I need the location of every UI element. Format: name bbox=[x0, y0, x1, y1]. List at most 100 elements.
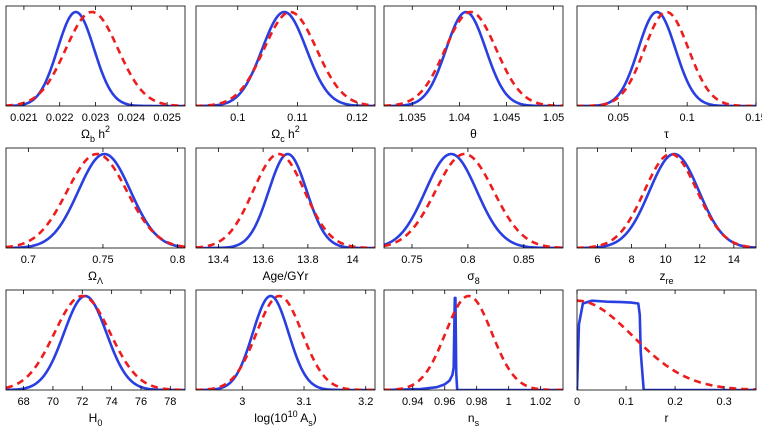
curves-n_s bbox=[384, 294, 563, 390]
panel-age: 13.4 13.6 13.8 14 Age/GYr bbox=[195, 147, 376, 283]
x-axis-label-omega_b: Ωb h2 bbox=[81, 124, 110, 144]
axes-frame-theta bbox=[383, 5, 564, 107]
x-tick-label-age: 13.4 bbox=[208, 254, 229, 266]
panel-sigma8: 0.75 0.8 0.85 σ8 bbox=[383, 147, 564, 286]
x-tick-label-r: 0.3 bbox=[716, 396, 731, 408]
x-tick-label-h0: 76 bbox=[135, 396, 147, 408]
posterior-line-omega_lambda bbox=[6, 152, 185, 248]
mean-likelihood-line-omega_b bbox=[6, 10, 185, 106]
mean-likelihood-line-n_s bbox=[384, 294, 563, 390]
x-tick-label-theta: 1.04 bbox=[449, 112, 470, 124]
axes-frame-age bbox=[195, 147, 376, 249]
x-tick-label-omega_b: 0.024 bbox=[118, 112, 146, 124]
x-tick-label-sigma8: 0.75 bbox=[401, 254, 422, 266]
x-tick-label-theta: 1.045 bbox=[493, 112, 521, 124]
mean-likelihood-line-r bbox=[577, 299, 756, 390]
panel-z_re: 6 8 10 12 14 zre bbox=[576, 147, 757, 286]
axes-frame-tau bbox=[576, 5, 757, 107]
x-tick-label-omega_c: 0.1 bbox=[230, 112, 245, 124]
x-tick-label-theta: 1.05 bbox=[543, 112, 564, 124]
x-tick-label-log_as: 3.2 bbox=[358, 396, 373, 408]
posterior-line-h0 bbox=[6, 294, 185, 390]
posterior-line-omega_c bbox=[196, 10, 375, 106]
axes-frame-n_s bbox=[383, 289, 564, 391]
x-axis-label-theta: θ bbox=[470, 127, 477, 141]
x-tick-label-n_s: 1 bbox=[506, 396, 512, 408]
axes-frame-log_as bbox=[195, 289, 376, 391]
axes-frame-omega_c bbox=[195, 5, 376, 107]
x-axis-label-h0: H0 bbox=[89, 411, 103, 428]
x-tick-label-omega_b: 0.025 bbox=[153, 112, 181, 124]
posterior-line-sigma8 bbox=[384, 152, 563, 248]
curves-age bbox=[196, 152, 375, 248]
panel-log_as: 3 3.1 3.2 log(1010 As) bbox=[195, 289, 376, 428]
x-tick-label-h0: 70 bbox=[47, 396, 59, 408]
x-tick-label-tau: 0.1 bbox=[680, 112, 695, 124]
x-tick-label-z_re: 14 bbox=[728, 254, 740, 266]
x-tick-label-n_s: 1.02 bbox=[530, 396, 551, 408]
x-tick-label-omega_lambda: 0.75 bbox=[92, 254, 113, 266]
mean-likelihood-line-omega_c bbox=[196, 10, 375, 106]
x-axis-label-n_s: ns bbox=[468, 411, 480, 428]
x-tick-label-n_s: 0.94 bbox=[402, 396, 423, 408]
mean-likelihood-line-h0 bbox=[6, 294, 185, 390]
x-tick-label-omega_lambda: 0.8 bbox=[170, 254, 185, 266]
x-tick-label-z_re: 8 bbox=[628, 254, 634, 266]
x-tick-label-omega_c: 0.12 bbox=[346, 112, 367, 124]
x-tick-label-theta: 1.035 bbox=[398, 112, 426, 124]
x-tick-label-r: 0 bbox=[574, 396, 580, 408]
x-tick-label-r: 0.1 bbox=[618, 396, 633, 408]
panel-omega_lambda: 0.7 0.75 0.8 ΩΛ bbox=[5, 147, 186, 286]
mean-likelihood-line-tau bbox=[577, 10, 756, 106]
curves-omega_lambda bbox=[6, 152, 185, 248]
x-tick-label-tau: 0.15 bbox=[745, 112, 762, 124]
posterior-line-z_re bbox=[577, 152, 756, 248]
x-tick-label-sigma8: 0.8 bbox=[460, 254, 475, 266]
x-axis-label-omega_c: Ωc h2 bbox=[271, 124, 300, 144]
x-tick-label-h0: 74 bbox=[106, 396, 118, 408]
x-tick-label-tau: 0.05 bbox=[608, 112, 629, 124]
x-tick-label-z_re: 10 bbox=[660, 254, 672, 266]
x-tick-label-omega_lambda: 0.7 bbox=[21, 254, 36, 266]
posterior-line-age bbox=[196, 152, 375, 248]
axes-frame-h0 bbox=[5, 289, 186, 391]
panel-omega_c: 0.1 0.11 0.12 Ωc h2 bbox=[195, 5, 376, 144]
posterior-line-tau bbox=[577, 10, 756, 106]
panel-omega_b: 0.021 0.022 0.023 0.024 0.025 Ωb h2 bbox=[5, 5, 186, 144]
axes-frame-z_re bbox=[576, 147, 757, 249]
x-tick-label-h0: 68 bbox=[17, 396, 29, 408]
posterior-line-log_as bbox=[196, 294, 375, 390]
x-tick-label-age: 13.6 bbox=[252, 254, 273, 266]
x-tick-label-age: 13.8 bbox=[297, 254, 318, 266]
x-tick-label-z_re: 12 bbox=[694, 254, 706, 266]
axes-frame-omega_lambda bbox=[5, 147, 186, 249]
x-axis-label-tau: τ bbox=[664, 127, 669, 141]
curves-tau bbox=[577, 10, 756, 106]
mean-likelihood-line-sigma8 bbox=[384, 152, 563, 248]
curves-omega_b bbox=[6, 10, 185, 106]
panel-theta: 1.035 1.04 1.045 1.05 θ bbox=[383, 5, 564, 141]
curves-theta bbox=[384, 10, 563, 106]
curves-z_re bbox=[577, 152, 756, 248]
x-tick-label-h0: 72 bbox=[76, 396, 88, 408]
x-tick-label-n_s: 0.96 bbox=[434, 396, 455, 408]
mean-likelihood-line-theta bbox=[384, 10, 563, 106]
x-tick-label-sigma8: 0.85 bbox=[513, 254, 534, 266]
axes-frame-sigma8 bbox=[383, 147, 564, 249]
curves-sigma8 bbox=[384, 152, 563, 248]
x-tick-label-r: 0.2 bbox=[667, 396, 682, 408]
curves-log_as bbox=[196, 294, 375, 390]
mean-likelihood-line-log_as bbox=[196, 294, 375, 390]
mean-likelihood-line-omega_lambda bbox=[6, 152, 185, 248]
x-tick-label-log_as: 3.1 bbox=[296, 396, 311, 408]
panel-n_s: 0.94 0.96 0.98 1 1.02 ns bbox=[383, 289, 564, 428]
curves-h0 bbox=[6, 294, 185, 390]
x-tick-label-log_as: 3 bbox=[239, 396, 245, 408]
x-tick-label-h0: 78 bbox=[164, 396, 176, 408]
curves-omega_c bbox=[196, 10, 375, 106]
x-axis-label-age: Age/GYr bbox=[262, 269, 308, 283]
x-axis-label-log_as: log(1010 As) bbox=[254, 409, 317, 428]
x-axis-label-sigma8: σ8 bbox=[467, 269, 479, 286]
curves-r bbox=[577, 299, 756, 390]
